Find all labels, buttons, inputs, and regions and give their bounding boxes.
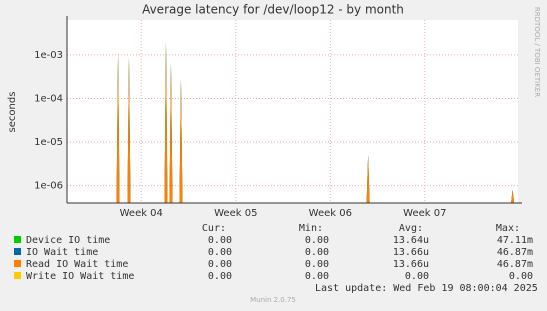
spike — [179, 78, 183, 203]
legend-value: 13.64u — [393, 235, 429, 246]
legend-value: 47.11m — [497, 235, 533, 246]
legend-value: 0.00 — [208, 271, 232, 282]
legend-value: 0.00 — [509, 271, 533, 282]
legend-value: 13.66u — [393, 259, 429, 270]
y-tick-label: 1e-03 — [34, 50, 63, 61]
legend-value: 0.00 — [305, 271, 329, 282]
legend-entry: IO Wait time — [26, 247, 98, 258]
legend-value: 0.00 — [208, 235, 232, 246]
legend-value: 0.00 — [405, 271, 429, 282]
side-text: RRDTOOL / TOBI OETIKER — [533, 7, 541, 97]
x-tick-label: Week 05 — [214, 208, 257, 219]
legend-value: 0.00 — [305, 259, 329, 270]
legend-entry: Write IO Wait time — [26, 271, 134, 282]
legend-value: 0.00 — [305, 247, 329, 258]
x-tick-label: Week 04 — [120, 208, 163, 219]
spike — [127, 56, 131, 204]
legend-entry: Device IO time — [26, 235, 110, 246]
spike — [116, 53, 120, 204]
legend-value: 0.00 — [208, 247, 232, 258]
legend-header: Cur: — [202, 223, 226, 234]
legend-swatch — [14, 248, 21, 255]
footer: Munin 2.0.75 — [250, 296, 296, 304]
last-update: Last update: Wed Feb 19 08:00:04 2025 — [315, 283, 538, 294]
y-axis-label: seconds — [7, 92, 18, 133]
y-tick-label: 1e-06 — [34, 181, 63, 192]
legend-value: 46.87m — [497, 259, 533, 270]
spike — [169, 63, 173, 203]
x-tick-label: Week 06 — [309, 208, 352, 219]
legend-swatch — [14, 260, 21, 267]
x-tick-label: Week 07 — [403, 208, 446, 219]
legend-header: Min: — [299, 223, 323, 234]
spike — [511, 189, 515, 203]
legend-value: 13.66u — [393, 247, 429, 258]
legend-swatch — [14, 236, 21, 243]
y-tick-label: 1e-05 — [34, 137, 63, 148]
spike — [366, 155, 370, 203]
spike — [164, 41, 168, 204]
legend-value: 0.00 — [208, 259, 232, 270]
plot-area — [67, 20, 518, 203]
legend-header: Avg: — [399, 223, 423, 234]
legend-value: 46.87m — [497, 247, 533, 258]
y-tick-label: 1e-04 — [34, 93, 63, 104]
chart-title: Average latency for /dev/loop12 - by mon… — [142, 3, 404, 17]
legend-swatch — [14, 272, 21, 279]
legend-entry: Read IO Wait time — [26, 259, 128, 270]
legend-value: 0.00 — [305, 235, 329, 246]
legend-header: Max: — [496, 223, 520, 234]
